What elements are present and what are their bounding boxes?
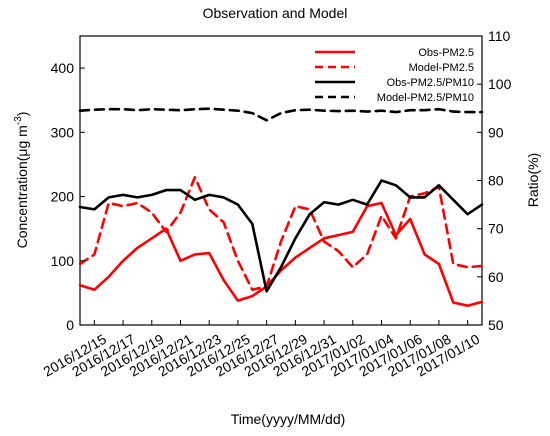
right-axis: 50 60 70 80 90 100 110 bbox=[477, 28, 512, 333]
series-layer bbox=[78, 107, 484, 307]
series-line-model-pm2-5-pm10 bbox=[78, 107, 484, 122]
y-left-tick-label: 100 bbox=[51, 253, 75, 269]
y-axis-left-label-text: Concentration(μg m bbox=[14, 125, 30, 248]
y-right-tick-label: 110 bbox=[488, 28, 511, 44]
series-line-model-pm2-5 bbox=[78, 176, 484, 291]
y-right-tick-label: 90 bbox=[488, 124, 504, 140]
y-axis-left-label-close: ) bbox=[14, 112, 30, 117]
y-right-tick-label: 70 bbox=[488, 221, 504, 237]
y-right-tick-label: 60 bbox=[488, 269, 504, 285]
legend: Obs-PM2.5 Model-PM2.5 Obs-PM2.5/PM10 Model-… bbox=[315, 47, 474, 104]
y-axis-right-label: Ratio(%) bbox=[525, 153, 541, 207]
y-right-tick-label: 80 bbox=[488, 173, 504, 189]
legend-label: Model-PM2.5/PM10 bbox=[377, 92, 474, 104]
chart-title: Observation and Model bbox=[203, 5, 348, 21]
y-right-tick-label: 50 bbox=[488, 317, 504, 333]
y-left-tick-label: 400 bbox=[51, 60, 75, 76]
series-line-obs-pm2-5 bbox=[78, 201, 484, 307]
y-left-tick-label: 0 bbox=[66, 317, 74, 333]
y-left-tick-label: 200 bbox=[51, 189, 75, 205]
y-left-tick-label: 300 bbox=[51, 124, 75, 140]
legend-label: Model-PM2.5 bbox=[409, 62, 474, 74]
y-axis-left-label-sup: -3 bbox=[13, 116, 24, 125]
x-axis: 2016/12/152016/12/172016/12/192016/12/21… bbox=[40, 320, 483, 380]
y-axis-left-label: Concentration(μg m-3) bbox=[13, 112, 30, 249]
legend-label: Obs-PM2.5/PM10 bbox=[387, 77, 474, 89]
x-axis-label: Time(yyyy/MM/dd) bbox=[231, 411, 346, 427]
legend-label: Obs-PM2.5 bbox=[418, 47, 474, 59]
left-axis: 0 100 200 300 400 bbox=[51, 60, 85, 333]
y-right-tick-label: 100 bbox=[488, 76, 512, 92]
plot-area bbox=[78, 35, 484, 326]
series-line-obs-pm2-5-pm10 bbox=[78, 179, 484, 293]
